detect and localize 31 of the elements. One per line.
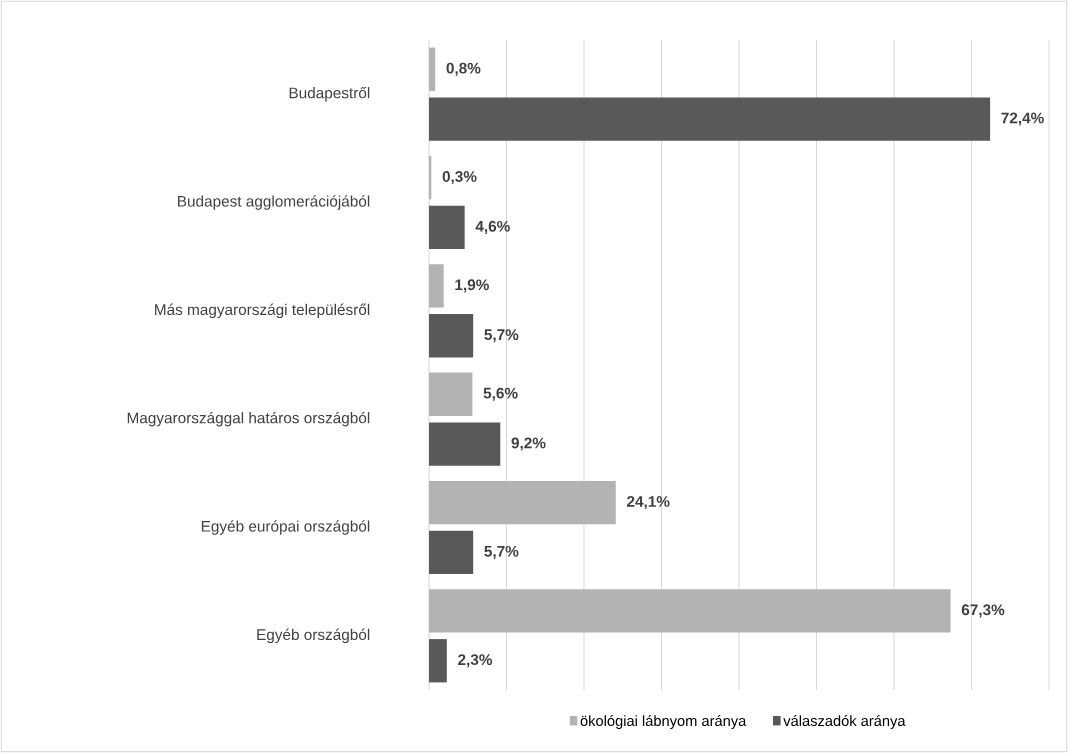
y-tick-label: Budapestről <box>289 86 370 102</box>
bar <box>429 589 951 633</box>
y-tick-label: Budapest agglomerációjából <box>178 195 370 210</box>
data-label: 0,8% <box>446 62 481 76</box>
bar <box>429 264 444 308</box>
bar <box>429 530 474 575</box>
data-label: 5,7% <box>484 545 519 559</box>
bar <box>429 97 991 141</box>
data-label: 1,9% <box>455 279 489 293</box>
bar <box>429 422 501 466</box>
bar <box>429 480 616 525</box>
data-label: 5,7% <box>484 329 519 343</box>
data-label: 5,6% <box>483 387 518 401</box>
data-label: 67,3% <box>961 604 1005 618</box>
legend-label: válaszadók aránya <box>783 715 906 729</box>
y-tick-label: Magyarországgal határos országból <box>127 411 370 427</box>
y-tick-label: Egyéb európai országból <box>201 520 370 535</box>
data-label: 4,6% <box>475 220 510 234</box>
data-label: 0,3% <box>442 171 477 185</box>
data-label: 24,1% <box>627 496 670 510</box>
bar <box>429 205 465 250</box>
bar <box>429 372 473 416</box>
bar <box>429 47 436 91</box>
bar <box>429 639 447 683</box>
y-tick-label: Más magyarországi településről <box>155 303 370 319</box>
data-label: 9,2% <box>511 437 546 451</box>
data-label: 2,3% <box>458 654 493 668</box>
data-label: 72,4% <box>1001 112 1044 126</box>
y-tick-label: Egyéb országból <box>257 628 370 644</box>
legend-label: ökológiai lábnyom aránya <box>580 715 747 729</box>
bar <box>429 314 474 358</box>
